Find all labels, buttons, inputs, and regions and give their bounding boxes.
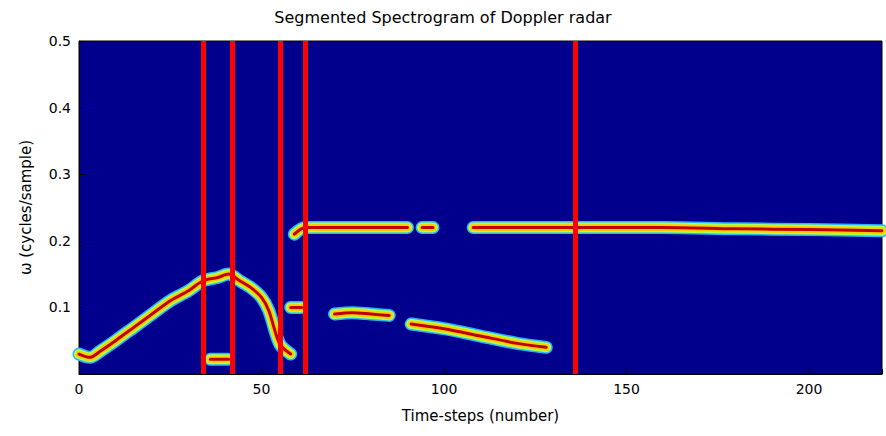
svg-text:100: 100 <box>431 381 458 397</box>
svg-text:ω (cycles/sample): ω (cycles/sample) <box>17 140 35 275</box>
svg-text:0: 0 <box>75 381 84 397</box>
svg-text:0.1: 0.1 <box>49 299 71 315</box>
svg-text:0.3: 0.3 <box>49 166 71 182</box>
svg-text:0.4: 0.4 <box>49 100 71 116</box>
svg-text:50: 50 <box>253 381 271 397</box>
svg-text:0.2: 0.2 <box>49 233 71 249</box>
svg-text:Time-steps (number): Time-steps (number) <box>401 407 559 425</box>
svg-text:200: 200 <box>796 381 823 397</box>
svg-text:Segmented Spectrogram of Doppl: Segmented Spectrogram of Doppler radar <box>274 8 612 27</box>
svg-text:0.5: 0.5 <box>49 33 71 49</box>
svg-text:150: 150 <box>613 381 640 397</box>
